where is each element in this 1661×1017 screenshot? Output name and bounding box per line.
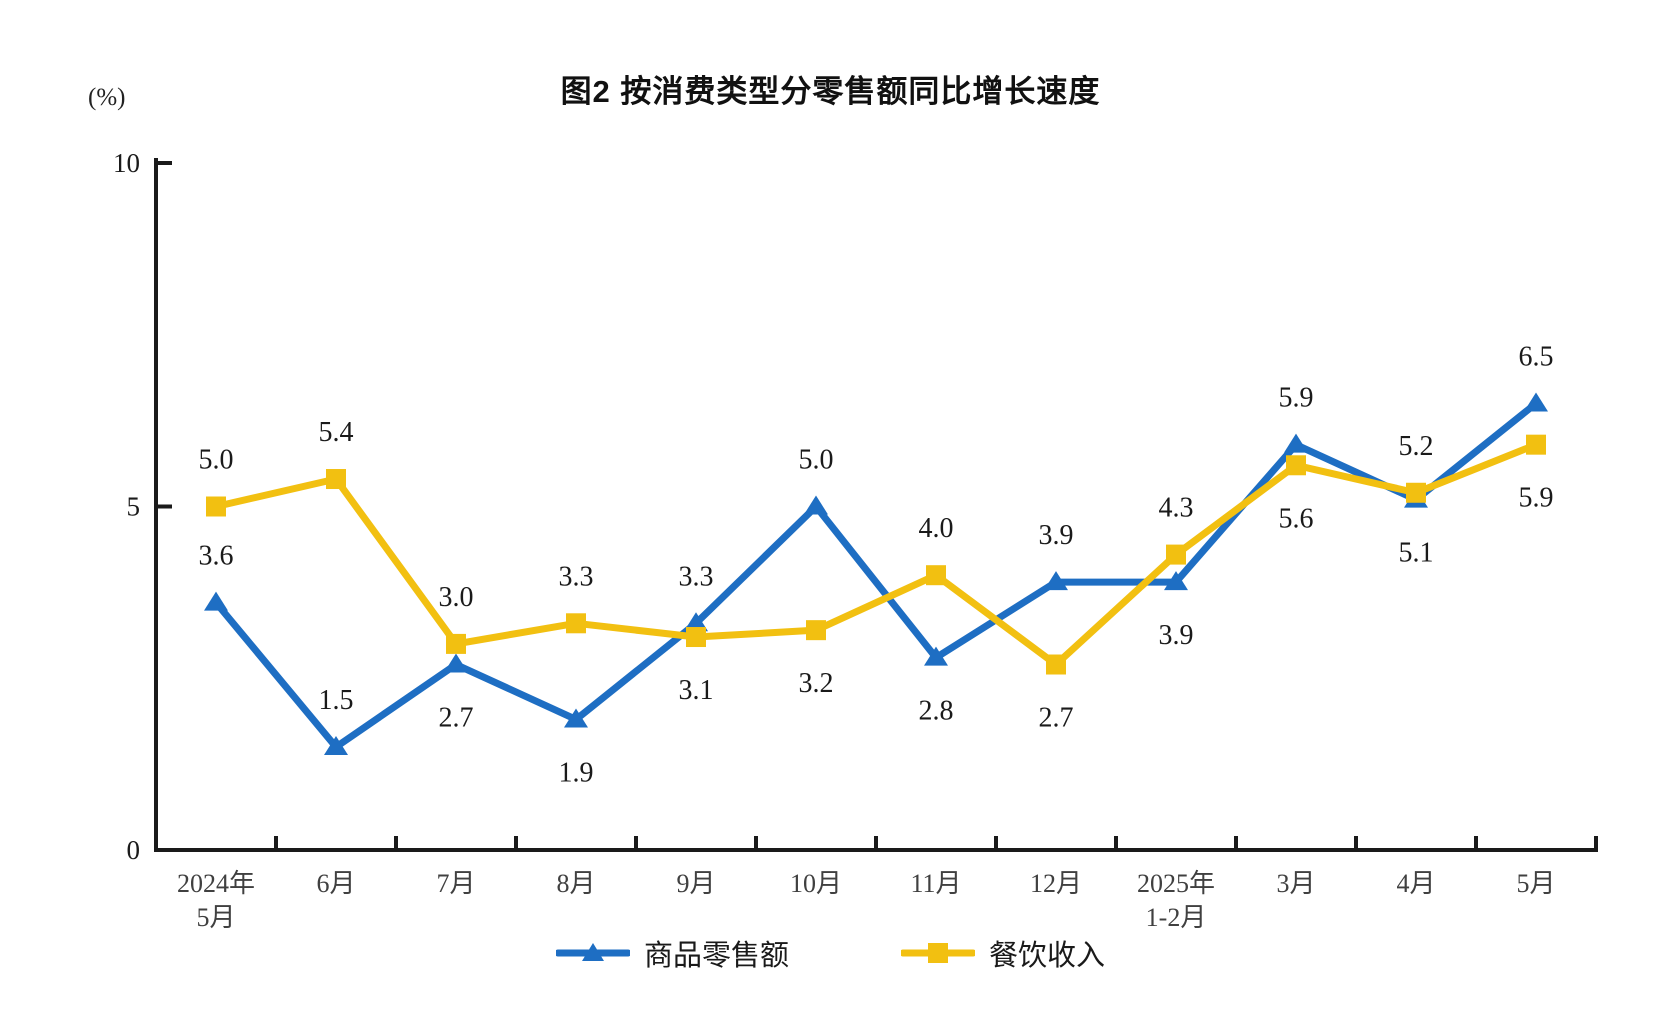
data-point-label: 5.6 (1279, 503, 1314, 534)
x-tick-label: 10月 (790, 869, 842, 898)
x-tick-label: 9月 (676, 869, 715, 898)
series-line (212, 441, 1540, 669)
square-marker (1046, 654, 1066, 675)
y-axis-unit-label: (%) (88, 84, 126, 111)
data-point-label: 2.8 (919, 696, 954, 727)
data-point-label: 5.2 (1399, 431, 1434, 462)
square-marker (206, 496, 226, 517)
x-tick-label: 6月 (316, 869, 355, 898)
data-point-label: 5.9 (1519, 483, 1554, 514)
triangle-marker (1524, 392, 1548, 412)
data-point-label: 1.9 (559, 757, 594, 788)
y-tick-label: 10 (113, 148, 140, 178)
x-tick-label: 5月 (1516, 869, 1555, 898)
x-tick-label: 2024年 (177, 869, 255, 898)
legend-square (928, 943, 948, 963)
triangle-marker (684, 612, 708, 632)
triangle-marker (924, 646, 948, 666)
x-tick-label: 8月 (556, 869, 595, 898)
triangle-marker (804, 495, 828, 515)
triangle-marker (564, 708, 588, 728)
x-tick-label: 2025年 (1137, 869, 1215, 898)
series-goods-retail: 3.6 1.5 2.7 1.9 3.3 5.0 2.8 3.9 3.9 5.9 5.1 6.5 (199, 341, 1554, 788)
triangle-legend-marker-icon (555, 943, 630, 961)
legend-label: 商品零售额 (643, 940, 789, 972)
square-marker (686, 627, 706, 648)
triangle-marker (444, 653, 468, 673)
data-point-label: 3.2 (799, 668, 834, 699)
legend: 商品零售额 餐饮收入 (0, 932, 1661, 974)
x-tick-label: 5月 (196, 903, 235, 932)
square-legend-marker-icon (901, 943, 975, 963)
chart-title: 图2 按消费类型分零售额同比增长速度 (560, 74, 1101, 109)
data-point-label: 4.0 (919, 513, 954, 544)
square-marker (926, 565, 946, 586)
data-point-label: 5.9 (1279, 383, 1314, 414)
square-marker (446, 633, 466, 654)
square-marker (806, 620, 826, 641)
data-point-label: 3.1 (679, 675, 714, 706)
data-point-label: 3.6 (199, 541, 234, 572)
data-point-label: 3.3 (679, 561, 714, 592)
x-tick-labels: 2024年 5月 6月 7月 8月 9月 10月 11月 12月 2025年 1-2月 3月 4月 5月 (177, 869, 1556, 932)
triangle-marker (1284, 433, 1308, 453)
triangle-marker (324, 735, 348, 755)
x-tick-label: 7月 (436, 869, 475, 898)
data-point-label: 3.3 (559, 561, 594, 592)
x-tick-label: 12月 (1030, 869, 1082, 898)
x-tick-label: 4月 (1396, 869, 1435, 898)
triangle-marker (204, 591, 228, 611)
data-point-label: 2.7 (1039, 703, 1074, 734)
y-tick-label: 5 (127, 492, 141, 522)
series-line (212, 399, 1540, 751)
legend-item-catering-income: 餐饮收入 (901, 932, 1105, 974)
data-point-label: 3.9 (1159, 620, 1194, 651)
data-point-label: 3.9 (1039, 520, 1074, 551)
square-marker (1286, 455, 1306, 476)
legend-item-goods-retail: 商品零售额 (555, 932, 789, 974)
data-point-label: 3.0 (439, 582, 474, 613)
data-point-label: 4.3 (1159, 493, 1194, 524)
square-marker (1526, 434, 1546, 455)
data-point-label: 1.5 (319, 685, 354, 716)
square-marker (566, 613, 586, 634)
x-tick-label: 11月 (910, 869, 961, 898)
data-point-label: 2.7 (439, 703, 474, 734)
y-tick-labels: 0 5 10 (113, 148, 140, 865)
legend-label: 餐饮收入 (989, 940, 1106, 972)
axes (154, 158, 1598, 852)
triangle-marker (1044, 571, 1068, 591)
square-marker (1166, 544, 1186, 565)
triangle-marker (1164, 571, 1188, 591)
legend-triangle (581, 943, 604, 961)
series-catering-income: 5.0 5.4 3.0 3.3 3.1 3.2 4.0 2.7 4.3 5.6 5.2 5.9 (199, 417, 1554, 733)
data-point-label: 5.0 (799, 445, 834, 476)
square-marker (326, 469, 346, 490)
y-tick-label: 0 (127, 835, 141, 865)
data-point-label: 5.4 (319, 417, 354, 448)
x-tick-label: 1-2月 (1146, 903, 1207, 932)
data-point-label: 5.0 (199, 445, 234, 476)
data-point-label: 6.5 (1519, 341, 1554, 372)
square-marker (1406, 482, 1426, 503)
x-tick-label: 3月 (1276, 869, 1315, 898)
data-point-label: 5.1 (1399, 538, 1434, 569)
